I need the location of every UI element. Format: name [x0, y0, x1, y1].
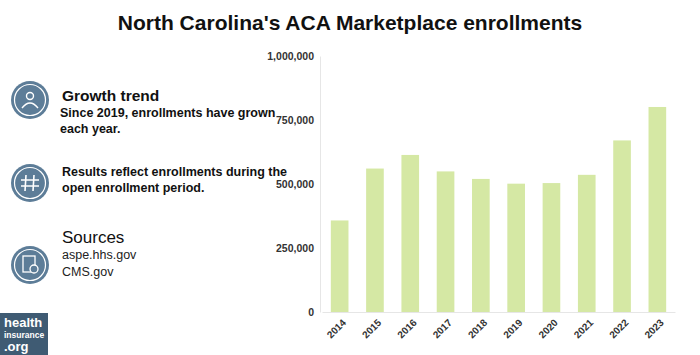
x-axis: 2014 2015 2016 2017 2018 2019 2020 2021 2022 2023: [323, 312, 676, 340]
bar: [366, 169, 384, 312]
x-tick: 2014: [325, 312, 349, 340]
y-tick-label: 250,000: [276, 242, 314, 254]
bar: [649, 107, 667, 312]
bars: [331, 107, 666, 312]
icons: [11, 81, 49, 284]
x-tick-label: 2016: [395, 317, 419, 341]
logo-word: .org: [4, 339, 29, 354]
logo-box: [0, 313, 48, 355]
y-tick-label: 500,000: [276, 178, 314, 190]
y-tick: 750,000: [276, 114, 320, 126]
bar: [437, 171, 455, 312]
x-axis-line: [323, 312, 676, 313]
x-tick: 2022: [607, 312, 631, 340]
heading: Sources: [62, 228, 124, 247]
logo-text: healthinsurance.org: [4, 315, 44, 354]
x-tick: 2015: [360, 312, 384, 340]
heading-line: Sources: [62, 228, 124, 247]
bar: [472, 179, 490, 312]
y-tick: 1,000,000: [267, 50, 320, 62]
bar: [543, 183, 561, 312]
heading: Growth trend: [62, 87, 159, 104]
x-tick-label: 2020: [536, 317, 560, 341]
x-tick-label: 2019: [501, 317, 525, 341]
bar: [331, 220, 349, 312]
heading-line: Growth trend: [62, 87, 159, 104]
icon: [11, 164, 49, 202]
annotations: Growth trend Since 2019, enrollments have…: [60, 87, 287, 279]
x-tick-label: 2018: [466, 317, 490, 341]
title: North Carolina's ACA Marketplace enrollm…: [118, 11, 582, 34]
note-line: Since 2019, enrollments have grown: [60, 106, 275, 120]
chart: North Carolina's ACA Marketplace enrollm…: [0, 0, 700, 355]
icon-ring: [15, 168, 46, 199]
x-tick: 2021: [572, 312, 596, 340]
x-tick: 2020: [536, 312, 560, 340]
icon-circle: [11, 81, 49, 119]
y-tick-label: 1,000,000: [267, 50, 314, 62]
note-line: each year.: [60, 122, 120, 136]
icon-ring: [15, 85, 46, 116]
icon-glyph: [27, 93, 34, 100]
logo-word: health: [4, 315, 42, 330]
icon-glyph: [22, 103, 38, 108]
x-tick-label: 2015: [360, 317, 384, 341]
x-tick: 2017: [431, 312, 455, 340]
note: Results reflect enrollments during the op…: [62, 165, 287, 195]
icon: [11, 246, 49, 284]
note: Since 2019, enrollments have grown each y…: [60, 106, 275, 136]
y-tick-label: 0: [308, 306, 314, 318]
y-axis: 0 250,000 500,000 750,000 1,000,000: [267, 50, 320, 318]
bar: [401, 155, 419, 312]
source: CMS.gov: [62, 265, 114, 279]
bar: [507, 184, 525, 312]
x-tick: 2023: [642, 312, 666, 340]
y-tick: 500,000: [276, 178, 320, 190]
x-tick-label: 2023: [642, 317, 666, 341]
y-axis-line: [320, 57, 321, 313]
bar: [578, 175, 596, 312]
x-tick-label: 2017: [431, 317, 455, 341]
note-line: Results reflect enrollments during the: [62, 165, 287, 179]
y-tick-label: 750,000: [276, 114, 314, 126]
source: aspe.hhs.gov: [62, 248, 137, 262]
bar: [613, 140, 631, 312]
x-tick: 2018: [466, 312, 490, 340]
x-tick: 2016: [395, 312, 419, 340]
source-line: CMS.gov: [62, 265, 114, 279]
note-line: open enrollment period.: [62, 181, 204, 195]
x-tick-label: 2021: [572, 317, 596, 341]
y-tick: 0: [308, 306, 320, 318]
y-tick: 250,000: [276, 242, 320, 254]
icon-glyph: [21, 175, 39, 191]
logo: healthinsurance.org: [0, 313, 48, 355]
icon-glyph: [30, 265, 38, 273]
icon-circle: [11, 164, 49, 202]
x-tick-label: 2014: [325, 317, 349, 341]
source-line: aspe.hhs.gov: [62, 248, 137, 262]
x-tick: 2019: [501, 312, 525, 340]
icon-ring: [15, 250, 46, 281]
icon: [11, 81, 49, 119]
icon-circle: [11, 246, 49, 284]
x-tick-label: 2022: [607, 317, 631, 341]
